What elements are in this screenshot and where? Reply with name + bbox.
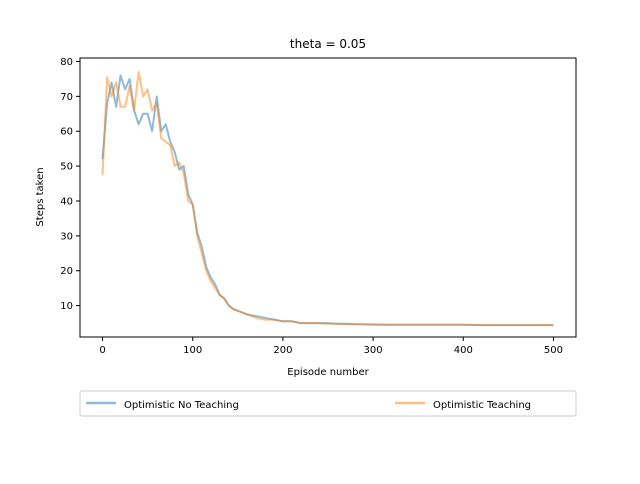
legend-label-no-teaching: Optimistic No Teaching — [124, 400, 239, 411]
legend: Optimistic No Teaching Optimistic Teachi… — [79, 390, 577, 417]
plot-frame — [79, 57, 577, 338]
y-tick-label: 60 — [60, 127, 73, 138]
x-axis: 0 100 200 300 400 500 — [99, 337, 563, 356]
series-line-1 — [101, 70, 554, 327]
series-line-0 — [101, 74, 554, 327]
y-tick-label: 20 — [60, 266, 73, 277]
x-tick-label: 0 — [99, 345, 105, 356]
x-tick-label: 300 — [364, 345, 383, 356]
y-tick-label: 10 — [60, 301, 73, 312]
y-axis-label: Steps taken — [35, 167, 46, 226]
y-tick-label: 50 — [60, 162, 73, 173]
y-axis: 10 20 30 40 50 60 70 80 — [60, 57, 80, 312]
chart-title: theta = 0.05 — [290, 37, 366, 51]
y-tick-label: 70 — [60, 92, 73, 103]
plot-lines — [101, 70, 554, 327]
x-tick-label: 100 — [183, 345, 202, 356]
y-tick-label: 40 — [60, 196, 73, 207]
x-tick-label: 400 — [454, 345, 473, 356]
legend-frame — [79, 390, 577, 417]
x-axis-label: Episode number — [287, 367, 369, 378]
x-tick-label: 500 — [544, 345, 563, 356]
y-tick-label: 80 — [60, 57, 73, 68]
x-tick-label: 200 — [273, 345, 292, 356]
y-tick-label: 30 — [60, 231, 73, 242]
legend-label-teaching: Optimistic Teaching — [433, 400, 531, 411]
